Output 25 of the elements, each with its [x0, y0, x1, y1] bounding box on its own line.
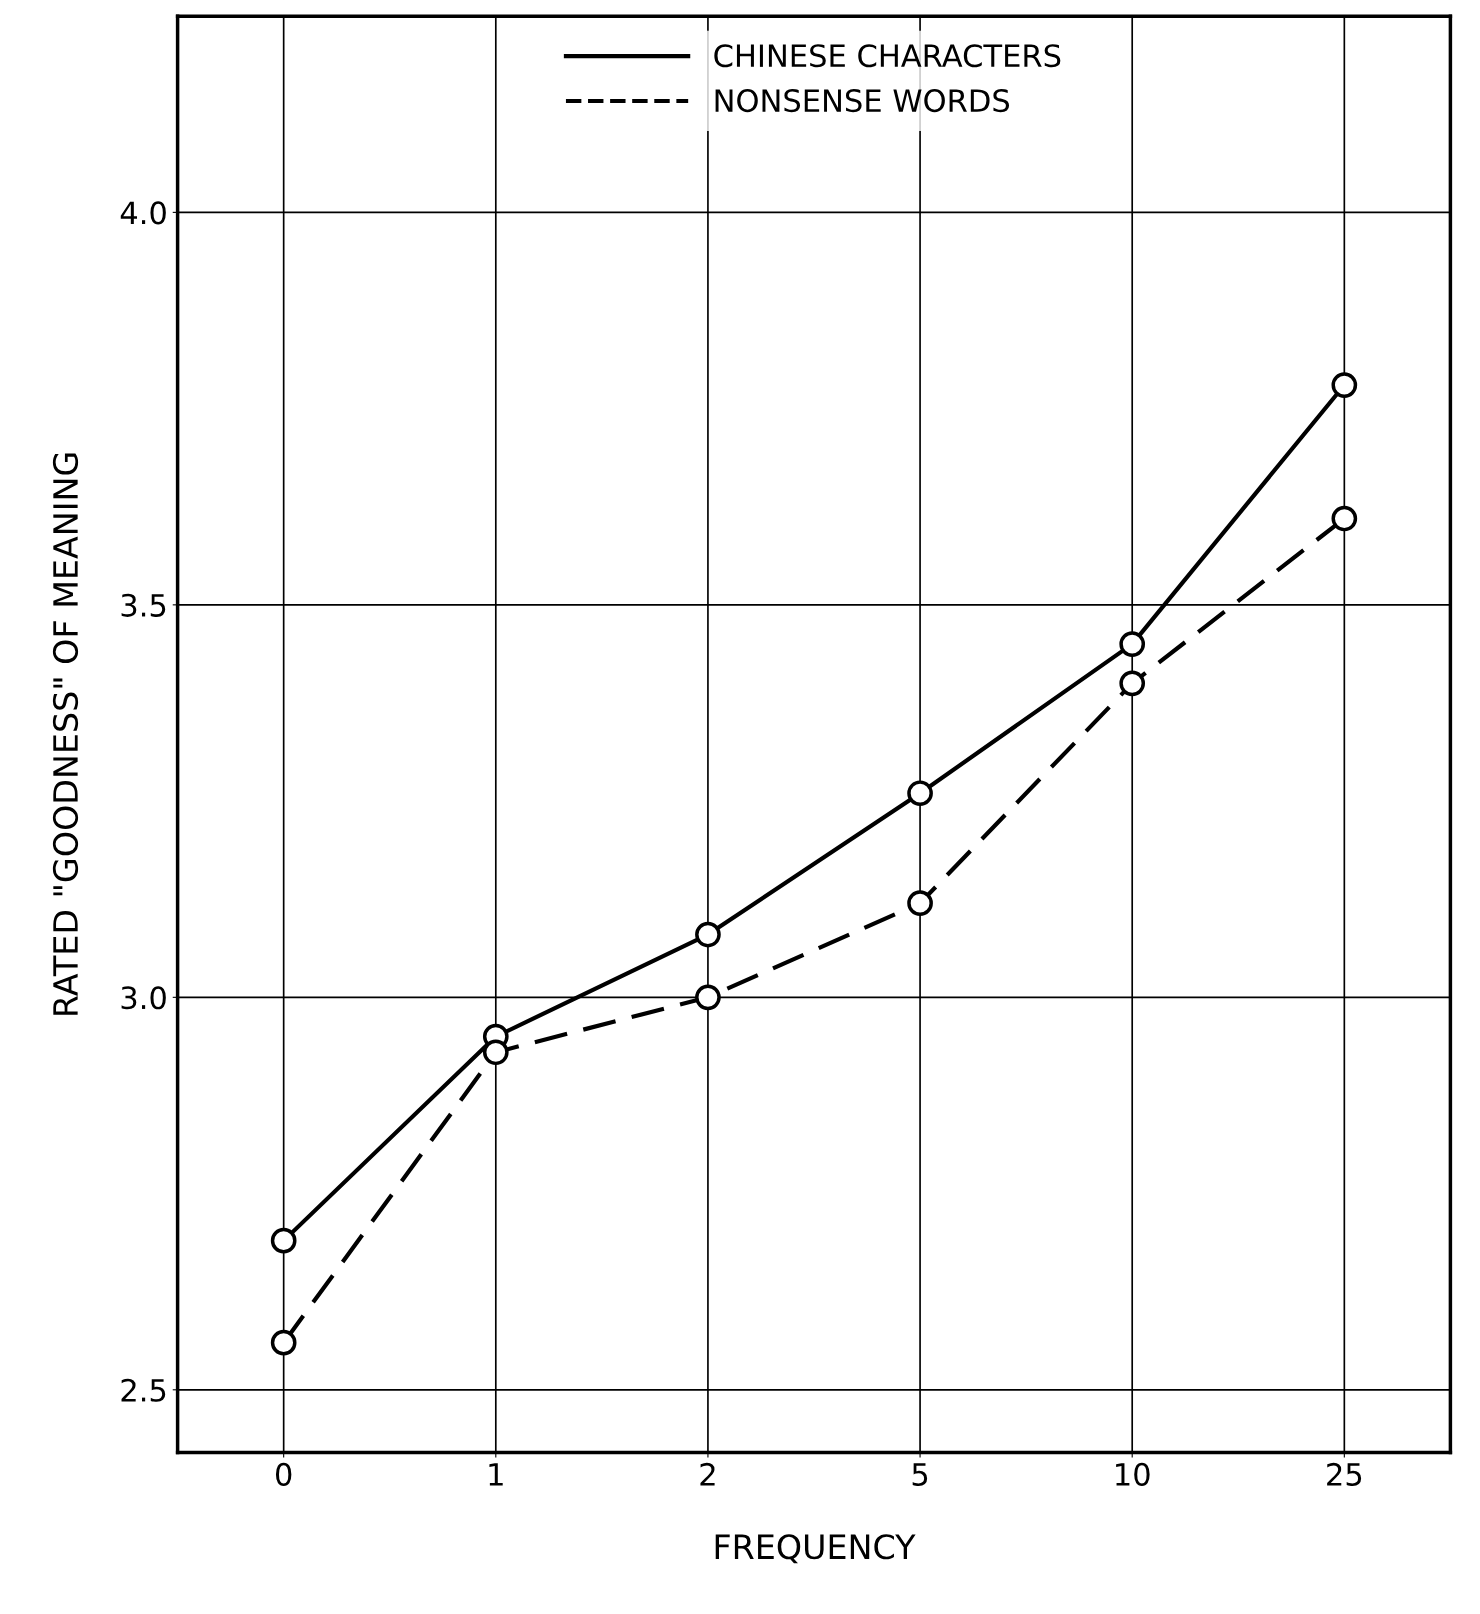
y-tick-label: 4.0 — [120, 201, 166, 225]
point — [695, 921, 721, 948]
point — [1119, 670, 1146, 697]
y-tick-label: 3.0 — [121, 986, 166, 1010]
point — [270, 1329, 297, 1356]
point — [482, 1039, 509, 1066]
x-tick-label: 5 — [912, 1463, 928, 1486]
x-axis-title: FREQUENCY — [715, 1534, 916, 1564]
x-tick-label: 10 — [1116, 1462, 1150, 1486]
x-tick-label: 0 — [275, 1462, 292, 1486]
point — [695, 984, 721, 1011]
legend-label: NONSENSE WORDS — [715, 89, 1010, 113]
y-tick-label: 3.5 — [121, 593, 166, 617]
x-tick-label: 2 — [700, 1462, 715, 1486]
x-tick-label: 25 — [1327, 1462, 1362, 1486]
point — [1331, 505, 1358, 532]
legend-label: CHINESE CHARACTERS — [714, 44, 1061, 68]
y-tick-label: 2.5 — [121, 1378, 166, 1402]
point — [270, 1227, 297, 1254]
point — [907, 890, 933, 916]
point — [1331, 372, 1358, 398]
x-tick-label: 1 — [489, 1463, 503, 1486]
y-axis-title: RATED "GOODNESS" OF MEANING — [52, 453, 79, 1015]
point — [907, 780, 933, 807]
point — [1119, 631, 1146, 657]
